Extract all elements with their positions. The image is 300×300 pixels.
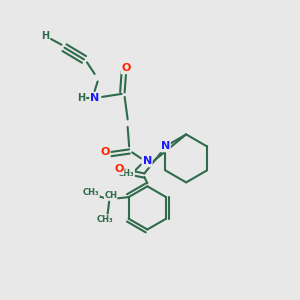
Text: N: N [90, 93, 99, 103]
Text: CH: CH [104, 191, 117, 200]
Text: N: N [161, 141, 170, 152]
Text: CH₃: CH₃ [96, 215, 113, 224]
Text: O: O [114, 164, 124, 174]
Text: CH₃: CH₃ [83, 188, 100, 197]
Text: H: H [77, 93, 85, 103]
Text: H: H [41, 31, 49, 41]
Text: N: N [142, 156, 152, 167]
Text: O: O [100, 147, 110, 158]
Text: CH₃: CH₃ [118, 169, 134, 178]
Text: O: O [122, 63, 131, 74]
